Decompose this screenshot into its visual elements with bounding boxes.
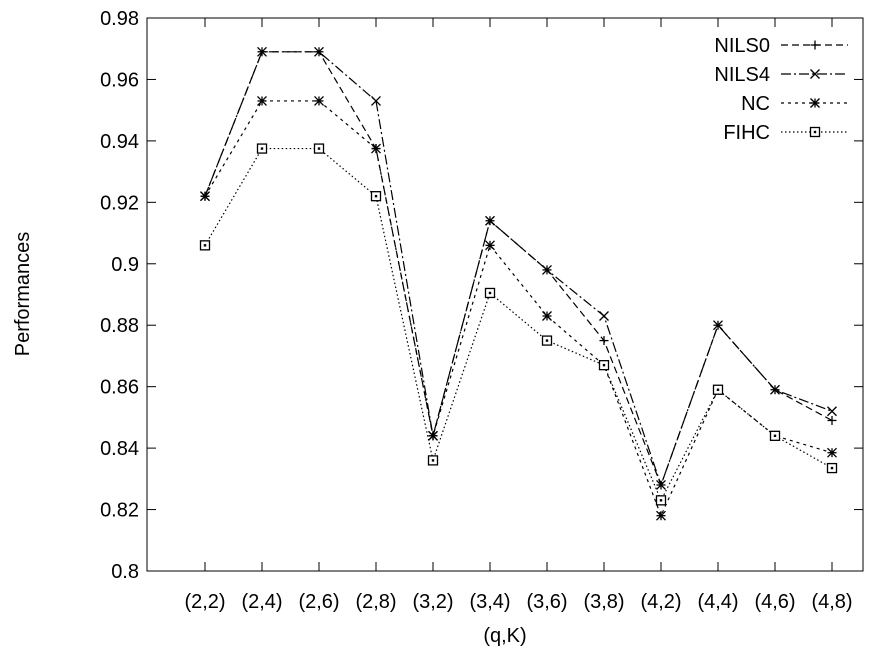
data-point-asterisk xyxy=(371,143,381,154)
y-tick-label: 0.98 xyxy=(100,8,139,30)
legend: NILS0 NILS4 NC FIHC xyxy=(714,35,848,144)
x-axis: (2,2) (2,4) (2,6) (2,8) (3,2) (3,4) (3,6) (3,8)… xyxy=(184,18,853,613)
data-point-box xyxy=(313,143,325,154)
data-point-asterisk xyxy=(810,98,820,108)
x-tick-label: (4,8) xyxy=(811,591,852,613)
legend-item: FIHC xyxy=(723,122,848,144)
data-point-cross xyxy=(542,264,552,275)
data-point-plus xyxy=(810,40,820,50)
y-tick-label: 0.94 xyxy=(100,131,139,153)
legend-item: NC xyxy=(741,93,848,115)
data-point-asterisk xyxy=(200,191,210,202)
series-group xyxy=(199,46,838,521)
x-tick-label: (4,6) xyxy=(754,591,795,613)
data-point-cross xyxy=(599,311,609,321)
series-line xyxy=(204,51,833,487)
series-nc xyxy=(200,95,837,521)
series-line xyxy=(204,100,833,518)
x-tick-label: (3,6) xyxy=(526,591,567,613)
data-point-asterisk xyxy=(428,430,438,441)
legend-item: NILS0 xyxy=(714,35,848,57)
data-point-asterisk xyxy=(314,95,324,106)
legend-label: NILS4 xyxy=(714,64,770,86)
y-tick-label: 0.84 xyxy=(100,438,139,460)
data-point-asterisk xyxy=(257,95,267,106)
legend-label: FIHC xyxy=(723,122,770,144)
data-point-plus xyxy=(599,336,609,346)
y-tick-label: 0.88 xyxy=(100,315,139,337)
data-point-asterisk xyxy=(542,311,552,321)
data-point-box xyxy=(484,287,496,299)
data-point-cross xyxy=(713,320,723,331)
x-tick-label: (2,2) xyxy=(184,591,225,613)
data-point-cross xyxy=(770,384,780,395)
legend-item: NILS4 xyxy=(714,64,848,86)
data-point-box xyxy=(826,462,838,474)
series-nils4 xyxy=(200,46,837,490)
data-point-cross xyxy=(257,46,267,57)
data-point-box xyxy=(199,240,211,251)
x-tick-label: (3,2) xyxy=(412,591,453,613)
legend-label: NC xyxy=(741,93,770,115)
y-axis-title: Performances xyxy=(12,232,34,357)
x-tick-label: (4,4) xyxy=(697,591,738,613)
data-point-cross xyxy=(810,69,820,79)
data-point-asterisk xyxy=(827,447,837,458)
x-tick-label: (3,8) xyxy=(583,591,624,613)
data-point-box xyxy=(427,455,439,466)
y-tick-label: 0.82 xyxy=(100,500,139,522)
y-tick-label: 0.86 xyxy=(100,377,139,399)
data-point-cross xyxy=(371,95,381,106)
y-tick-label: 0.96 xyxy=(100,69,139,91)
y-tick-label: 0.9 xyxy=(111,254,139,276)
data-point-box xyxy=(712,384,724,395)
data-point-cross xyxy=(827,406,837,417)
data-point-plus xyxy=(827,415,837,425)
y-tick-label: 0.92 xyxy=(100,192,139,214)
y-tick-label: 0.8 xyxy=(111,561,139,583)
data-point-cross xyxy=(314,46,324,57)
data-point-box xyxy=(370,191,382,202)
data-point-cross xyxy=(656,480,666,490)
series-line xyxy=(204,147,833,502)
x-tick-label: (3,4) xyxy=(469,591,510,613)
data-point-box xyxy=(541,335,553,346)
data-point-asterisk xyxy=(656,510,666,521)
series-line xyxy=(204,51,833,487)
data-point-box xyxy=(769,430,781,441)
data-point-box xyxy=(655,495,667,506)
series-fihc xyxy=(199,143,838,506)
x-tick-label: (2,8) xyxy=(355,591,396,613)
plot-frame xyxy=(146,17,864,572)
x-tick-label: (2,4) xyxy=(241,591,282,613)
x-tick-label: (4,2) xyxy=(640,591,681,613)
x-axis-title: (q,K) xyxy=(483,625,526,647)
data-point-box xyxy=(598,360,610,371)
x-tick-label: (2,6) xyxy=(298,591,339,613)
legend-label: NILS0 xyxy=(714,35,770,57)
data-point-asterisk xyxy=(485,240,495,251)
data-point-box xyxy=(809,126,821,138)
data-point-cross xyxy=(485,215,495,226)
data-point-box xyxy=(256,143,268,154)
y-axis: 0.8 0.82 0.84 0.86 0.88 0.9 0.92 0.94 0.96 0.98 xyxy=(100,8,863,583)
